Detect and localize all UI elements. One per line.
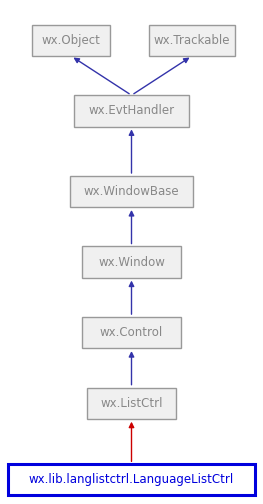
Bar: [82, 246, 181, 278]
Bar: [70, 176, 193, 207]
Bar: [32, 25, 110, 56]
Bar: [8, 464, 255, 495]
Text: wx.Window: wx.Window: [98, 256, 165, 269]
Text: wx.EvtHandler: wx.EvtHandler: [88, 104, 175, 117]
Text: wx.Control: wx.Control: [100, 326, 163, 339]
Bar: [149, 25, 235, 56]
Bar: [74, 95, 189, 127]
Bar: [82, 317, 181, 348]
Text: wx.Trackable: wx.Trackable: [154, 34, 230, 47]
Text: wx.lib.langlistctrl.LanguageListCtrl: wx.lib.langlistctrl.LanguageListCtrl: [29, 473, 234, 486]
Text: wx.WindowBase: wx.WindowBase: [84, 185, 179, 198]
Bar: [87, 388, 176, 419]
Text: wx.Object: wx.Object: [42, 34, 100, 47]
Text: wx.ListCtrl: wx.ListCtrl: [100, 397, 163, 410]
